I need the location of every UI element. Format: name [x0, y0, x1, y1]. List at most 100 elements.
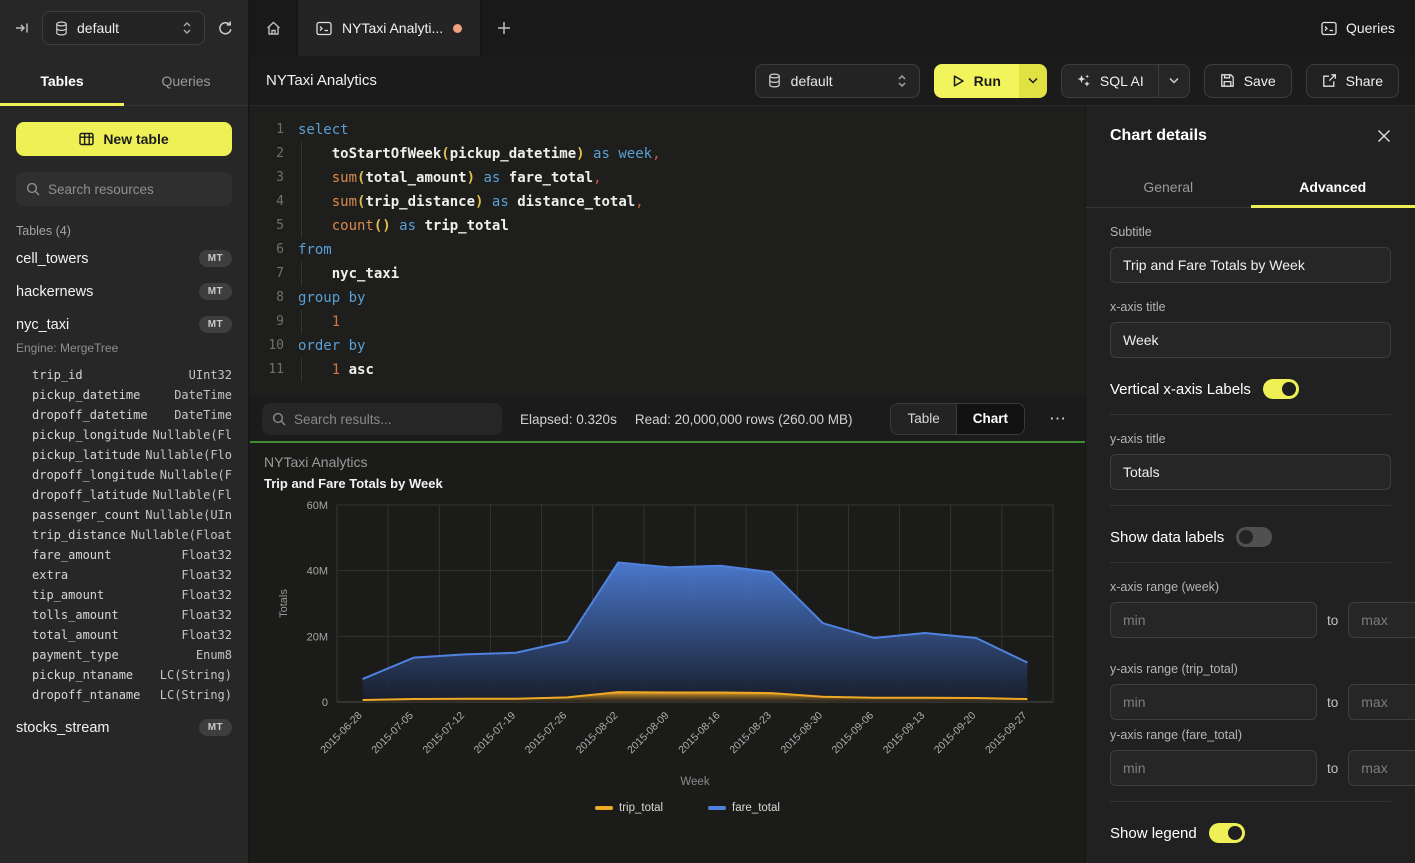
y-range-fare-max-input[interactable]	[1348, 750, 1415, 786]
database-selector[interactable]: default	[42, 11, 205, 45]
svg-text:2015-08-23: 2015-08-23	[727, 710, 774, 757]
column-row: tip_amountFloat32	[32, 585, 232, 605]
y-axis-title-input[interactable]	[1110, 454, 1391, 490]
tab-general[interactable]: General	[1086, 166, 1251, 207]
table-row[interactable]: stocks_stream MT	[0, 711, 248, 744]
svg-text:2015-07-12: 2015-07-12	[421, 710, 468, 757]
save-button[interactable]: Save	[1204, 64, 1292, 98]
column-row: tolls_amountFloat32	[32, 605, 232, 625]
column-row: extraFloat32	[32, 565, 232, 585]
search-results-input[interactable]	[294, 412, 492, 427]
table-row[interactable]: hackernews MT	[0, 275, 248, 308]
table-name: stocks_stream	[16, 720, 109, 736]
view-toggle-table[interactable]: Table	[891, 404, 956, 434]
code-line: 6from	[258, 238, 1085, 262]
share-icon	[1322, 73, 1337, 88]
y-range-trip-max-input[interactable]	[1348, 684, 1415, 720]
svg-text:NYTaxi Analytics: NYTaxi Analytics	[264, 454, 367, 470]
sql-ai-dropdown-chevron[interactable]	[1159, 77, 1189, 84]
unsaved-dot	[453, 24, 462, 33]
queries-label: Queries	[1346, 20, 1395, 36]
search-resources-input[interactable]	[48, 182, 222, 197]
view-toggle-chart[interactable]: Chart	[957, 404, 1024, 434]
new-table-button[interactable]: New table	[16, 122, 232, 156]
sql-ai-button[interactable]: SQL AI	[1061, 64, 1190, 98]
run-dropdown-chevron[interactable]	[1019, 64, 1047, 98]
table-name: nyc_taxi	[16, 317, 69, 333]
subtitle-input[interactable]	[1110, 247, 1391, 283]
share-label: Share	[1346, 73, 1383, 89]
home-icon[interactable]	[249, 0, 297, 56]
tab-advanced[interactable]: Advanced	[1251, 166, 1415, 207]
sidebar-tab-queries[interactable]: Queries	[124, 56, 248, 105]
column-row: fare_amountFloat32	[32, 545, 232, 565]
engine-badge: MT	[199, 719, 232, 736]
column-row: payment_typeEnum8	[32, 645, 232, 665]
queries-button[interactable]: Queries	[1301, 0, 1415, 56]
subtitle-label: Subtitle	[1110, 225, 1391, 239]
svg-text:40M: 40M	[307, 566, 328, 578]
show-data-labels-label: Show data labels	[1110, 529, 1224, 546]
show-legend-toggle[interactable]	[1209, 823, 1245, 843]
y-range-fare-min-input[interactable]	[1110, 750, 1317, 786]
tab-strip: NYTaxi Analyti... Queries	[249, 0, 1415, 56]
table-row[interactable]: cell_towersMT	[0, 242, 248, 275]
updown-chevrons-icon	[897, 74, 907, 88]
query-header: NYTaxi Analytics default Run	[250, 56, 1415, 106]
database-icon	[55, 21, 68, 36]
show-data-labels-toggle[interactable]	[1236, 527, 1272, 547]
results-search[interactable]	[262, 403, 502, 435]
main-area: NYTaxi Analytics default Run	[250, 56, 1415, 863]
run-database-selector[interactable]: default	[755, 64, 920, 98]
x-axis-title-input[interactable]	[1110, 322, 1391, 358]
elapsed-stat: Elapsed: 0.320s	[520, 412, 617, 427]
svg-text:Trip and Fare Totals by Week: Trip and Fare Totals by Week	[264, 476, 443, 491]
vertical-x-labels-toggle[interactable]	[1263, 379, 1299, 399]
refresh-icon[interactable]	[217, 20, 234, 37]
code-line: 7 nyc_taxi	[258, 262, 1085, 286]
read-stat: Read: 20,000,000 rows (260.00 MB)	[635, 412, 853, 427]
code-line: 10order by	[258, 334, 1085, 358]
y-range-trip-label: y-axis range (trip_total)	[1110, 662, 1391, 676]
column-row: pickup_datetimeDateTime	[32, 385, 232, 405]
columns-list: trip_idUInt32pickup_datetimeDateTimedrop…	[0, 359, 248, 711]
column-row: dropoff_datetimeDateTime	[32, 405, 232, 425]
share-button[interactable]: Share	[1306, 64, 1399, 98]
more-options-icon[interactable]: ⋯	[1043, 409, 1073, 429]
search-icon	[26, 182, 40, 196]
sql-ai-label: SQL AI	[1100, 73, 1144, 89]
tables-section-label: Tables (4)	[16, 224, 232, 238]
new-tab-button[interactable]	[481, 0, 527, 56]
sidebar-search[interactable]	[16, 172, 232, 206]
engine-badge: MT	[199, 316, 232, 333]
svg-text:trip_total: trip_total	[619, 802, 663, 814]
sql-editor[interactable]: 1select2 toStartOfWeek(pickup_datetime) …	[250, 106, 1085, 397]
table-row[interactable]: nyc_taxi MT	[0, 308, 248, 341]
x-range-max-input[interactable]	[1348, 602, 1415, 638]
y-range-trip-min-input[interactable]	[1110, 684, 1317, 720]
engine-badge: MT	[199, 283, 232, 300]
svg-text:2015-09-13: 2015-09-13	[881, 710, 928, 757]
run-button[interactable]: Run	[934, 64, 1047, 98]
chart-panel: NYTaxi Analytics Trip and Fare Totals by …	[250, 443, 1085, 863]
column-row: trip_distanceNullable(Float	[32, 525, 232, 545]
engine-badge: MT	[199, 250, 232, 267]
x-range-min-input[interactable]	[1110, 602, 1317, 638]
sidebar-tabs: Tables Queries	[0, 56, 248, 106]
collapse-sidebar-icon[interactable]	[14, 20, 30, 36]
sidebar-tab-tables[interactable]: Tables	[0, 56, 124, 105]
x-axis-title-label: x-axis title	[1110, 300, 1391, 314]
query-title: NYTaxi Analytics	[266, 72, 377, 89]
svg-text:2015-09-20: 2015-09-20	[932, 710, 979, 757]
play-icon	[952, 74, 965, 88]
x-range-label: x-axis range (week)	[1110, 580, 1391, 594]
svg-text:2015-07-19: 2015-07-19	[472, 710, 519, 757]
editor-column: 1select2 toStartOfWeek(pickup_datetime) …	[250, 106, 1085, 863]
column-row: dropoff_ntanameLC(String)	[32, 685, 232, 705]
close-icon[interactable]	[1377, 129, 1391, 143]
code-line: 11 1 asc	[258, 358, 1085, 382]
column-row: total_amountFloat32	[32, 625, 232, 645]
tab-nytaxi-analytics[interactable]: NYTaxi Analyti...	[297, 0, 481, 56]
svg-text:fare_total: fare_total	[732, 802, 780, 814]
table-name: hackernews	[16, 284, 93, 300]
